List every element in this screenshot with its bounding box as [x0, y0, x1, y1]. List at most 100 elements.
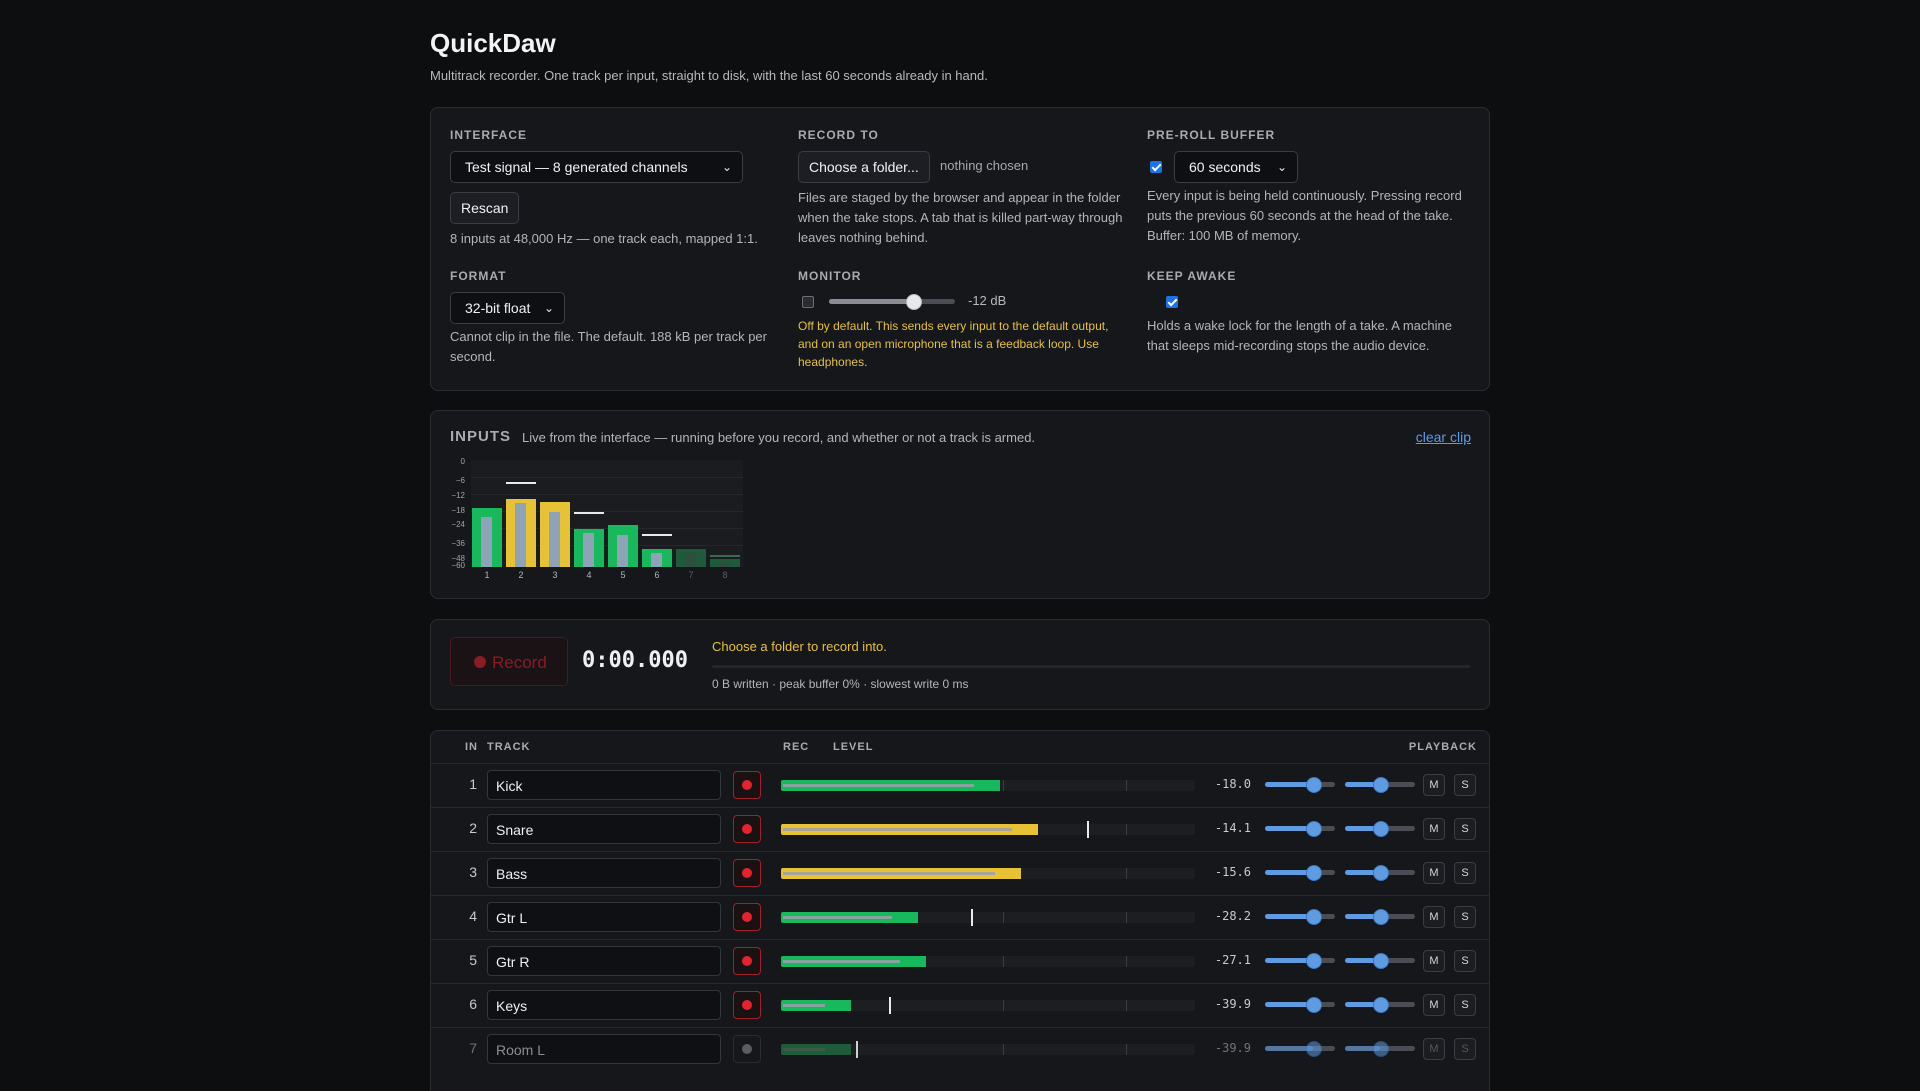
record-dot-icon [742, 780, 752, 790]
interface-help: 8 inputs at 48,000 Hz — one track each, … [450, 231, 758, 246]
channel-peak-6 [642, 534, 672, 536]
inputs-description: Live from the interface — running before… [522, 430, 1036, 445]
mute-button[interactable]: M [1423, 950, 1445, 972]
track-level-db: -18.0 [1214, 777, 1251, 791]
track-volume-slider[interactable] [1265, 820, 1335, 838]
track-rms-fill [783, 916, 892, 919]
scale-label: −48 [451, 554, 465, 563]
track-volume-slider[interactable] [1265, 1040, 1335, 1058]
mute-button[interactable]: M [1423, 994, 1445, 1016]
solo-button[interactable]: S [1454, 906, 1476, 928]
channel-meter-8 [710, 559, 740, 567]
table-row: 6 Keys -39.9 M S [431, 983, 1489, 1027]
track-name-input[interactable]: Gtr L [487, 902, 721, 932]
preroll-select[interactable]: 60 seconds ⌄ [1174, 151, 1298, 183]
solo-button[interactable]: S [1454, 1038, 1476, 1060]
track-level-meter [781, 868, 1195, 879]
track-name-input[interactable]: Bass [487, 858, 721, 888]
track-pan-slider[interactable] [1345, 952, 1415, 970]
track-peak-marker [856, 1041, 858, 1058]
header-playback: PLAYBACK [1408, 741, 1477, 753]
keep-awake-checkbox[interactable] [1165, 296, 1178, 308]
mute-button[interactable]: M [1423, 818, 1445, 840]
arm-record-button[interactable] [733, 815, 761, 843]
transport-status: Choose a folder to record into. [712, 639, 887, 654]
table-row: 1 Kick -18.0 M S [431, 763, 1489, 807]
mute-button[interactable]: M [1423, 862, 1445, 884]
app-title: QuickDaw [430, 28, 556, 58]
meter-scale: 0 −6 −12 −18 −24 −36 −48 −60 [445, 457, 469, 577]
interface-select-value: Test signal — 8 generated channels [465, 159, 688, 175]
track-pan-slider[interactable] [1345, 820, 1415, 838]
rescan-button[interactable]: Rescan [450, 192, 520, 224]
solo-button[interactable]: S [1454, 818, 1476, 840]
preroll-checkbox[interactable] [1150, 161, 1162, 173]
track-name-input[interactable]: Gtr R [487, 946, 721, 976]
track-input-number: 3 [469, 864, 477, 880]
time-display: 0:00.000 [582, 648, 688, 673]
track-name-input[interactable]: Room L [487, 1034, 721, 1064]
scale-label: −36 [451, 539, 465, 548]
track-level-meter [781, 912, 1195, 923]
clear-clip-link[interactable]: clear clip [1415, 429, 1471, 445]
monitor-checkbox[interactable] [802, 296, 814, 308]
channel-meter-3 [540, 502, 570, 567]
channel-meter-6 [642, 549, 672, 567]
arm-record-button[interactable] [733, 771, 761, 799]
table-row: 4 Gtr L -28.2 M S [431, 895, 1489, 939]
solo-button[interactable]: S [1454, 774, 1476, 796]
scale-label: 0 [460, 457, 465, 466]
arm-record-button[interactable] [733, 947, 761, 975]
arm-record-button[interactable] [733, 991, 761, 1019]
arm-record-button[interactable] [733, 903, 761, 931]
track-volume-slider[interactable] [1265, 996, 1335, 1014]
channel-label: 4 [586, 570, 592, 580]
track-volume-slider[interactable] [1265, 952, 1335, 970]
track-level-db: -27.1 [1214, 953, 1251, 967]
keep-awake-label: KEEP AWAKE [1147, 269, 1237, 283]
record-to-label: RECORD TO [798, 128, 879, 142]
record-dot-icon [742, 956, 752, 966]
folder-status: nothing chosen [940, 158, 1029, 173]
record-button[interactable]: Record [450, 637, 568, 686]
solo-button[interactable]: S [1454, 862, 1476, 884]
channel-label: 3 [552, 570, 558, 580]
track-volume-slider[interactable] [1265, 908, 1335, 926]
track-pan-slider[interactable] [1345, 908, 1415, 926]
mute-button[interactable]: M [1423, 774, 1445, 796]
channel-label: 5 [620, 570, 626, 580]
choose-folder-button[interactable]: Choose a folder... [798, 151, 930, 183]
arm-record-button[interactable] [733, 1035, 761, 1063]
channel-label: 7 [688, 570, 694, 580]
track-pan-slider[interactable] [1345, 996, 1415, 1014]
monitor-slider[interactable] [829, 292, 955, 312]
interface-select[interactable]: Test signal — 8 generated channels ⌄ [450, 151, 743, 183]
track-level-db: -39.9 [1214, 997, 1251, 1011]
track-volume-slider[interactable] [1265, 776, 1335, 794]
mute-button[interactable]: M [1423, 906, 1445, 928]
track-input-number: 6 [469, 996, 477, 1012]
format-select-value: 32-bit float [465, 300, 531, 316]
track-pan-slider[interactable] [1345, 864, 1415, 882]
solo-button[interactable]: S [1454, 950, 1476, 972]
track-pan-slider[interactable] [1345, 776, 1415, 794]
scale-label: −60 [451, 561, 465, 570]
track-input-number: 7 [469, 1040, 477, 1056]
track-name-input[interactable]: Kick [487, 770, 721, 800]
mute-button[interactable]: M [1423, 1038, 1445, 1060]
track-rms-fill [783, 960, 900, 963]
track-pan-slider[interactable] [1345, 1040, 1415, 1058]
track-volume-slider[interactable] [1265, 864, 1335, 882]
track-level-db: -39.9 [1214, 1041, 1251, 1055]
track-peak-marker [1087, 821, 1089, 838]
buffer-progress [712, 665, 1470, 668]
solo-button[interactable]: S [1454, 994, 1476, 1016]
arm-record-button[interactable] [733, 859, 761, 887]
channel-meter-7 [676, 549, 706, 567]
track-name-input[interactable]: Keys [487, 990, 721, 1020]
scale-label: −6 [455, 476, 465, 485]
header-track: TRACK [487, 741, 531, 753]
preroll-label: PRE-ROLL BUFFER [1147, 128, 1276, 142]
track-name-input[interactable]: Snare [487, 814, 721, 844]
format-select[interactable]: 32-bit float ⌄ [450, 292, 565, 324]
